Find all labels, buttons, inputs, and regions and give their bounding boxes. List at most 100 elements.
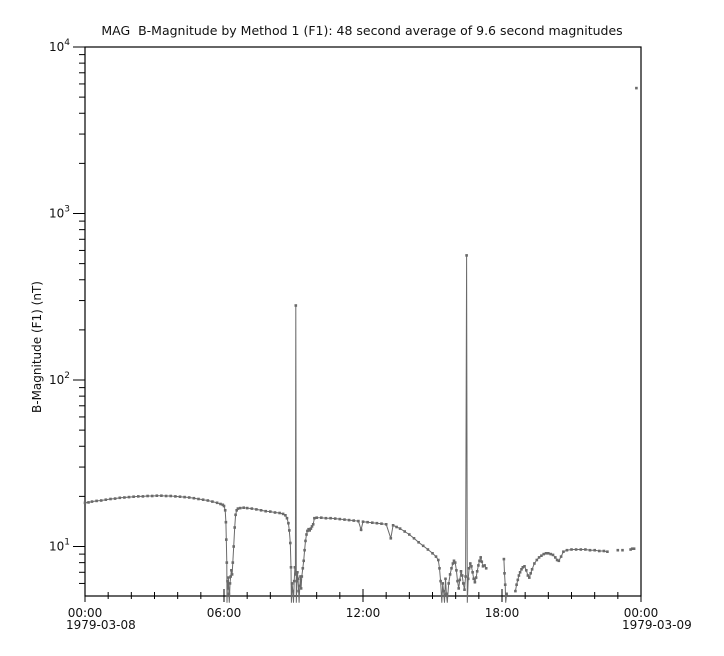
data-point-marker — [518, 571, 522, 574]
data-point-marker — [537, 556, 541, 559]
data-point-marker — [598, 549, 601, 553]
data-point-marker — [366, 520, 369, 524]
data-point-marker — [284, 514, 287, 517]
data-point-marker — [222, 504, 226, 508]
data-point-marker — [465, 254, 468, 257]
data-point-marker — [412, 537, 416, 540]
data-point-marker — [255, 508, 258, 511]
data-point-marker — [183, 495, 186, 499]
data-point-marker — [391, 524, 395, 527]
data-point-marker — [300, 575, 304, 578]
data-point-marker — [542, 552, 545, 556]
data-point-marker — [299, 587, 303, 590]
data-point-marker — [503, 572, 506, 575]
data-point-marker — [398, 527, 402, 530]
data-point-marker — [313, 516, 316, 520]
data-point-marker — [444, 577, 447, 581]
data-point-marker — [224, 520, 228, 524]
data-point-marker — [375, 521, 379, 525]
data-point-marker — [555, 558, 559, 562]
data-point-marker — [593, 548, 596, 552]
data-point-marker — [389, 537, 393, 540]
y-tick-label: 102 — [49, 371, 70, 387]
data-point-marker — [296, 571, 299, 574]
data-point-marker — [459, 570, 463, 573]
data-point-marker — [445, 592, 448, 596]
data-point-marker — [517, 574, 521, 577]
data-point-marker — [219, 502, 222, 506]
data-point-marker — [303, 548, 306, 552]
data-point-marker — [371, 521, 374, 524]
data-point-marker — [155, 494, 159, 497]
data-point-marker — [302, 559, 305, 563]
data-point-marker — [520, 568, 523, 571]
data-point-marker — [448, 573, 452, 576]
data-point-marker — [579, 548, 583, 551]
data-point-marker — [298, 584, 302, 588]
data-point-marker — [294, 573, 297, 576]
y-tick-label: 104 — [49, 38, 70, 54]
data-point-marker — [215, 501, 219, 505]
data-point-marker — [471, 571, 474, 574]
data-point-marker — [434, 555, 438, 558]
data-point-marker — [192, 496, 196, 500]
data-point-marker — [269, 510, 272, 513]
data-point-marker — [455, 569, 458, 572]
data-point-marker — [574, 548, 578, 551]
data-point-marker — [285, 516, 289, 520]
data-point-marker — [528, 576, 531, 579]
x-tick-label: 00:00 — [624, 606, 659, 620]
data-point-marker — [223, 509, 227, 512]
data-point-marker — [529, 572, 532, 575]
data-point-marker — [315, 516, 318, 519]
data-point-marker — [197, 497, 200, 501]
data-point-marker — [226, 587, 230, 590]
data-point-marker — [477, 564, 480, 567]
data-point-marker — [437, 558, 440, 562]
data-point-marker — [281, 512, 285, 516]
data-point-marker — [206, 499, 210, 502]
data-point-marker — [447, 582, 450, 585]
data-point-marker — [562, 550, 565, 553]
data-point-marker — [547, 552, 550, 555]
data-point-marker — [178, 495, 182, 498]
data-point-marker — [187, 496, 191, 499]
data-point-marker — [306, 529, 309, 533]
data-point-marker — [169, 494, 172, 498]
data-point-marker — [293, 566, 297, 569]
data-point-marker — [230, 573, 234, 576]
data-point-marker — [278, 511, 281, 515]
data-point-marker — [164, 494, 168, 498]
data-point-marker — [225, 538, 228, 541]
data-point-marker — [233, 526, 236, 529]
data-point-marker — [232, 545, 235, 548]
data-point-marker — [481, 565, 485, 568]
data-point-marker — [329, 516, 332, 520]
data-point-marker — [523, 565, 526, 568]
data-point-marker — [535, 558, 539, 562]
data-point-marker — [451, 562, 455, 565]
data-point-marker — [123, 496, 126, 499]
data-line — [85, 88, 636, 603]
data-point-marker — [474, 576, 478, 579]
x-tick-label: 12:00 — [346, 606, 381, 620]
data-point-marker — [452, 559, 456, 563]
data-point-marker — [291, 589, 295, 593]
data-point-marker — [442, 589, 445, 593]
data-point-marker — [296, 577, 300, 581]
data-point-marker — [457, 587, 460, 590]
data-point-marker — [87, 501, 90, 504]
data-point-marker — [475, 570, 479, 573]
data-point-marker — [174, 495, 177, 498]
data-point-marker — [225, 561, 229, 564]
data-point-marker — [150, 494, 154, 498]
data-point-marker — [635, 86, 638, 90]
data-point-marker — [521, 566, 525, 569]
data-point-marker — [343, 518, 346, 521]
data-point-marker — [456, 579, 459, 583]
data-point-marker — [132, 495, 135, 498]
data-point-marker — [288, 529, 291, 532]
data-point-marker — [309, 527, 313, 530]
data-point-marker — [289, 541, 292, 545]
